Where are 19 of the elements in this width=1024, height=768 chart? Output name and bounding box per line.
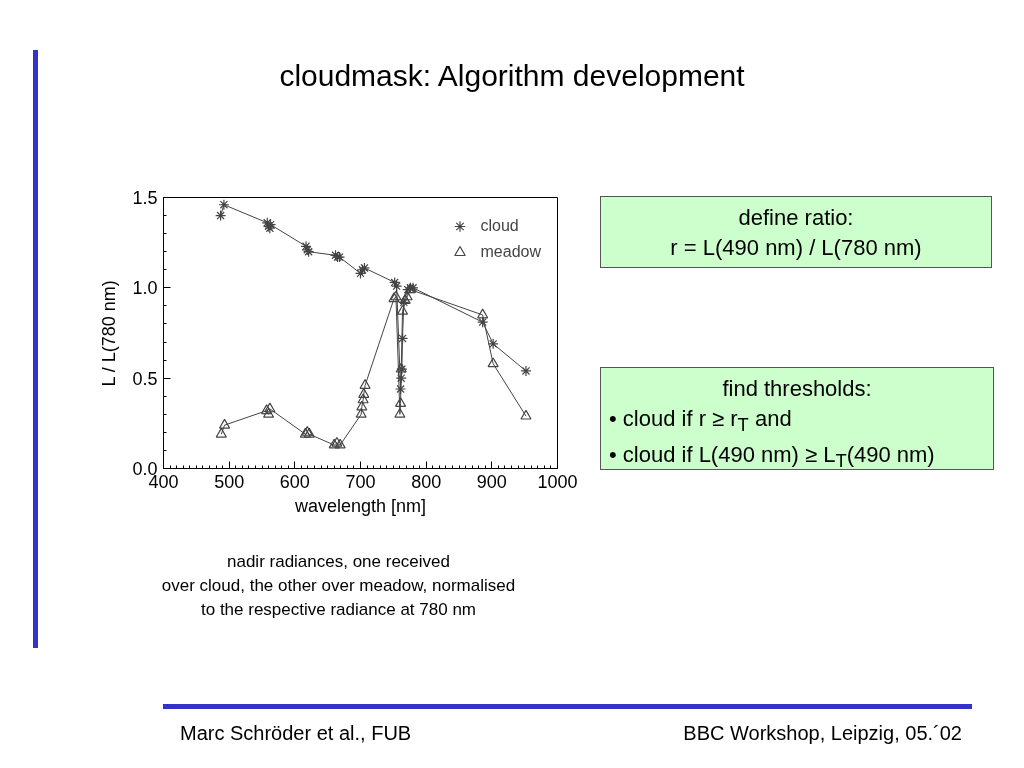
text: nadir radiances, one received over cloud, the other over meadow, normalised to the respective radiance at 780 nm [160,551,517,621]
legend-label: cloud [480,217,519,235]
y-tick-label: 1.0 [132,278,158,299]
text: Marc Schröder et al., FUB [180,721,412,746]
x-tick-label: 800 [411,471,442,492]
text: find thresholds: • cloud if r ≥ r$_{T}$ and • cloud if L(490 nm) ≥ L$_{T}$(490 nm) [609,375,936,474]
x-axis-title: wavelength [nm] [293,495,427,516]
y-tick-label: 1.5 [132,188,158,208]
text: BBC Workshop, Leipzig, 05.´02 [683,721,962,746]
x-tick-label: 500 [214,471,245,492]
legend-label: meadow [480,243,541,261]
chart-title: cloudmask: Algorithm development [278,58,746,94]
x-tick-label: 900 [476,471,507,492]
x-tick-label: 700 [345,471,376,492]
x-tick-label: 600 [279,471,310,492]
y-axis-title: L / L(780 nm) [99,280,120,387]
x-tick-label: 1000 [537,471,578,492]
text: define ratio: r = L(490 nm) / L(780 nm) [669,204,923,262]
y-tick-label: 0.5 [132,368,158,389]
